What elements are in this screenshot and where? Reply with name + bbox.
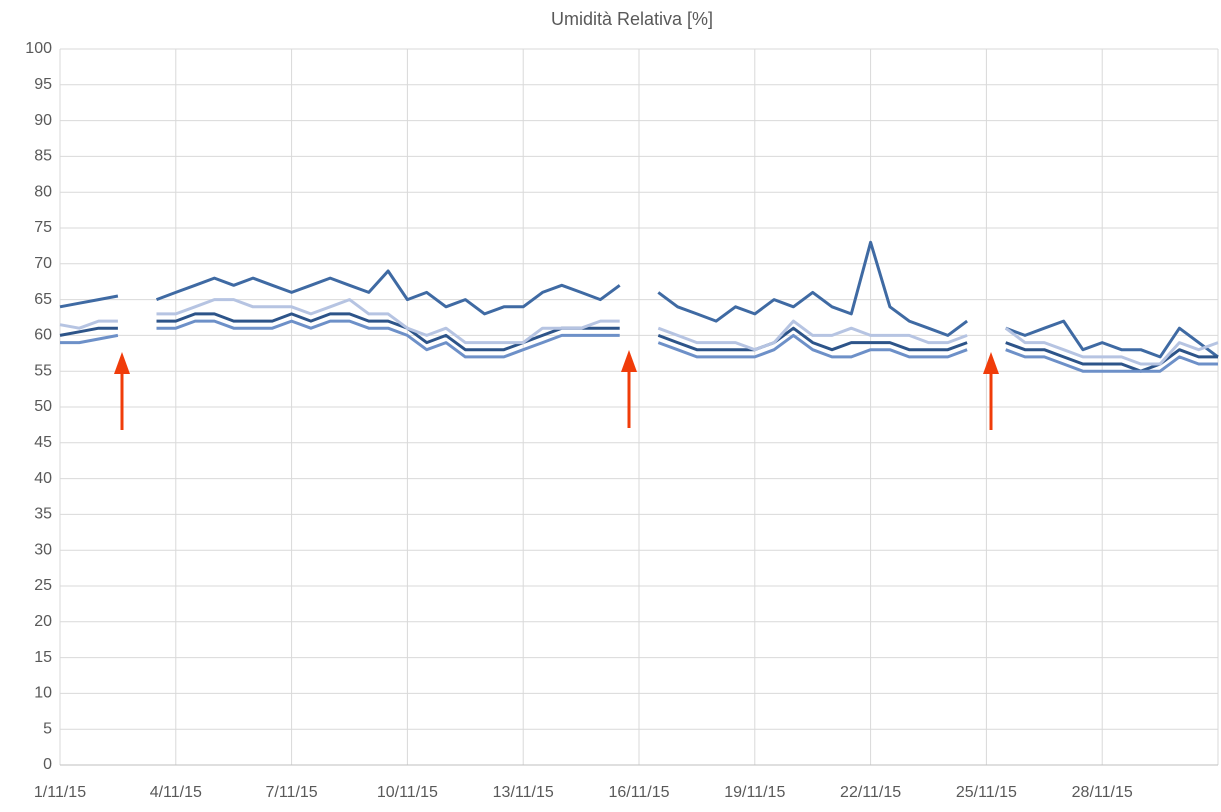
x-tick-label: 1/11/15 — [34, 784, 86, 801]
y-tick-label: 15 — [34, 649, 52, 666]
y-tick-label: 35 — [34, 506, 52, 523]
y-tick-label: 55 — [34, 362, 52, 379]
y-tick-label: 50 — [34, 398, 52, 415]
y-tick-label: 85 — [34, 148, 52, 165]
y-tick-label: 25 — [34, 577, 52, 594]
y-tick-label: 95 — [34, 76, 52, 93]
data-line — [59, 312, 1218, 373]
y-tick-label: 45 — [34, 434, 52, 451]
x-tick-label: 13/11/15 — [493, 784, 554, 801]
data-line — [59, 298, 1219, 366]
x-tick-label: 16/11/15 — [608, 784, 669, 801]
arrow-head — [983, 352, 999, 374]
data-line — [60, 319, 1218, 373]
y-tick-label: 80 — [34, 183, 52, 200]
y-tick-label: 10 — [34, 685, 52, 702]
arrow-head — [114, 352, 130, 374]
x-tick-label: 7/11/15 — [265, 784, 317, 801]
y-tick-label: 90 — [34, 112, 52, 129]
y-tick-label: 75 — [34, 219, 52, 236]
y-tick-label: 60 — [34, 327, 52, 344]
x-tick-label: 22/11/15 — [840, 784, 901, 801]
y-tick-label: 5 — [43, 720, 52, 737]
x-tick-label: 19/11/15 — [724, 784, 785, 801]
annotation-arrows — [114, 350, 999, 430]
y-tick-label: 100 — [25, 40, 52, 57]
y-tick-label: 70 — [34, 255, 52, 272]
data-line — [59, 240, 1219, 359]
y-tick-label: 30 — [34, 541, 52, 558]
x-tick-label: 10/11/15 — [377, 784, 438, 801]
x-tick-label: 4/11/15 — [150, 784, 202, 801]
y-tick-label: 65 — [34, 291, 52, 308]
arrow-head — [621, 350, 637, 372]
x-tick-label: 28/11/15 — [1072, 784, 1133, 801]
y-tick-label: 40 — [34, 470, 52, 487]
x-tick-label: 25/11/15 — [956, 784, 1017, 801]
y-tick-label: 20 — [34, 613, 52, 630]
y-tick-label: 0 — [43, 756, 52, 773]
chart-title: Umidità Relativa [%] — [551, 9, 713, 29]
